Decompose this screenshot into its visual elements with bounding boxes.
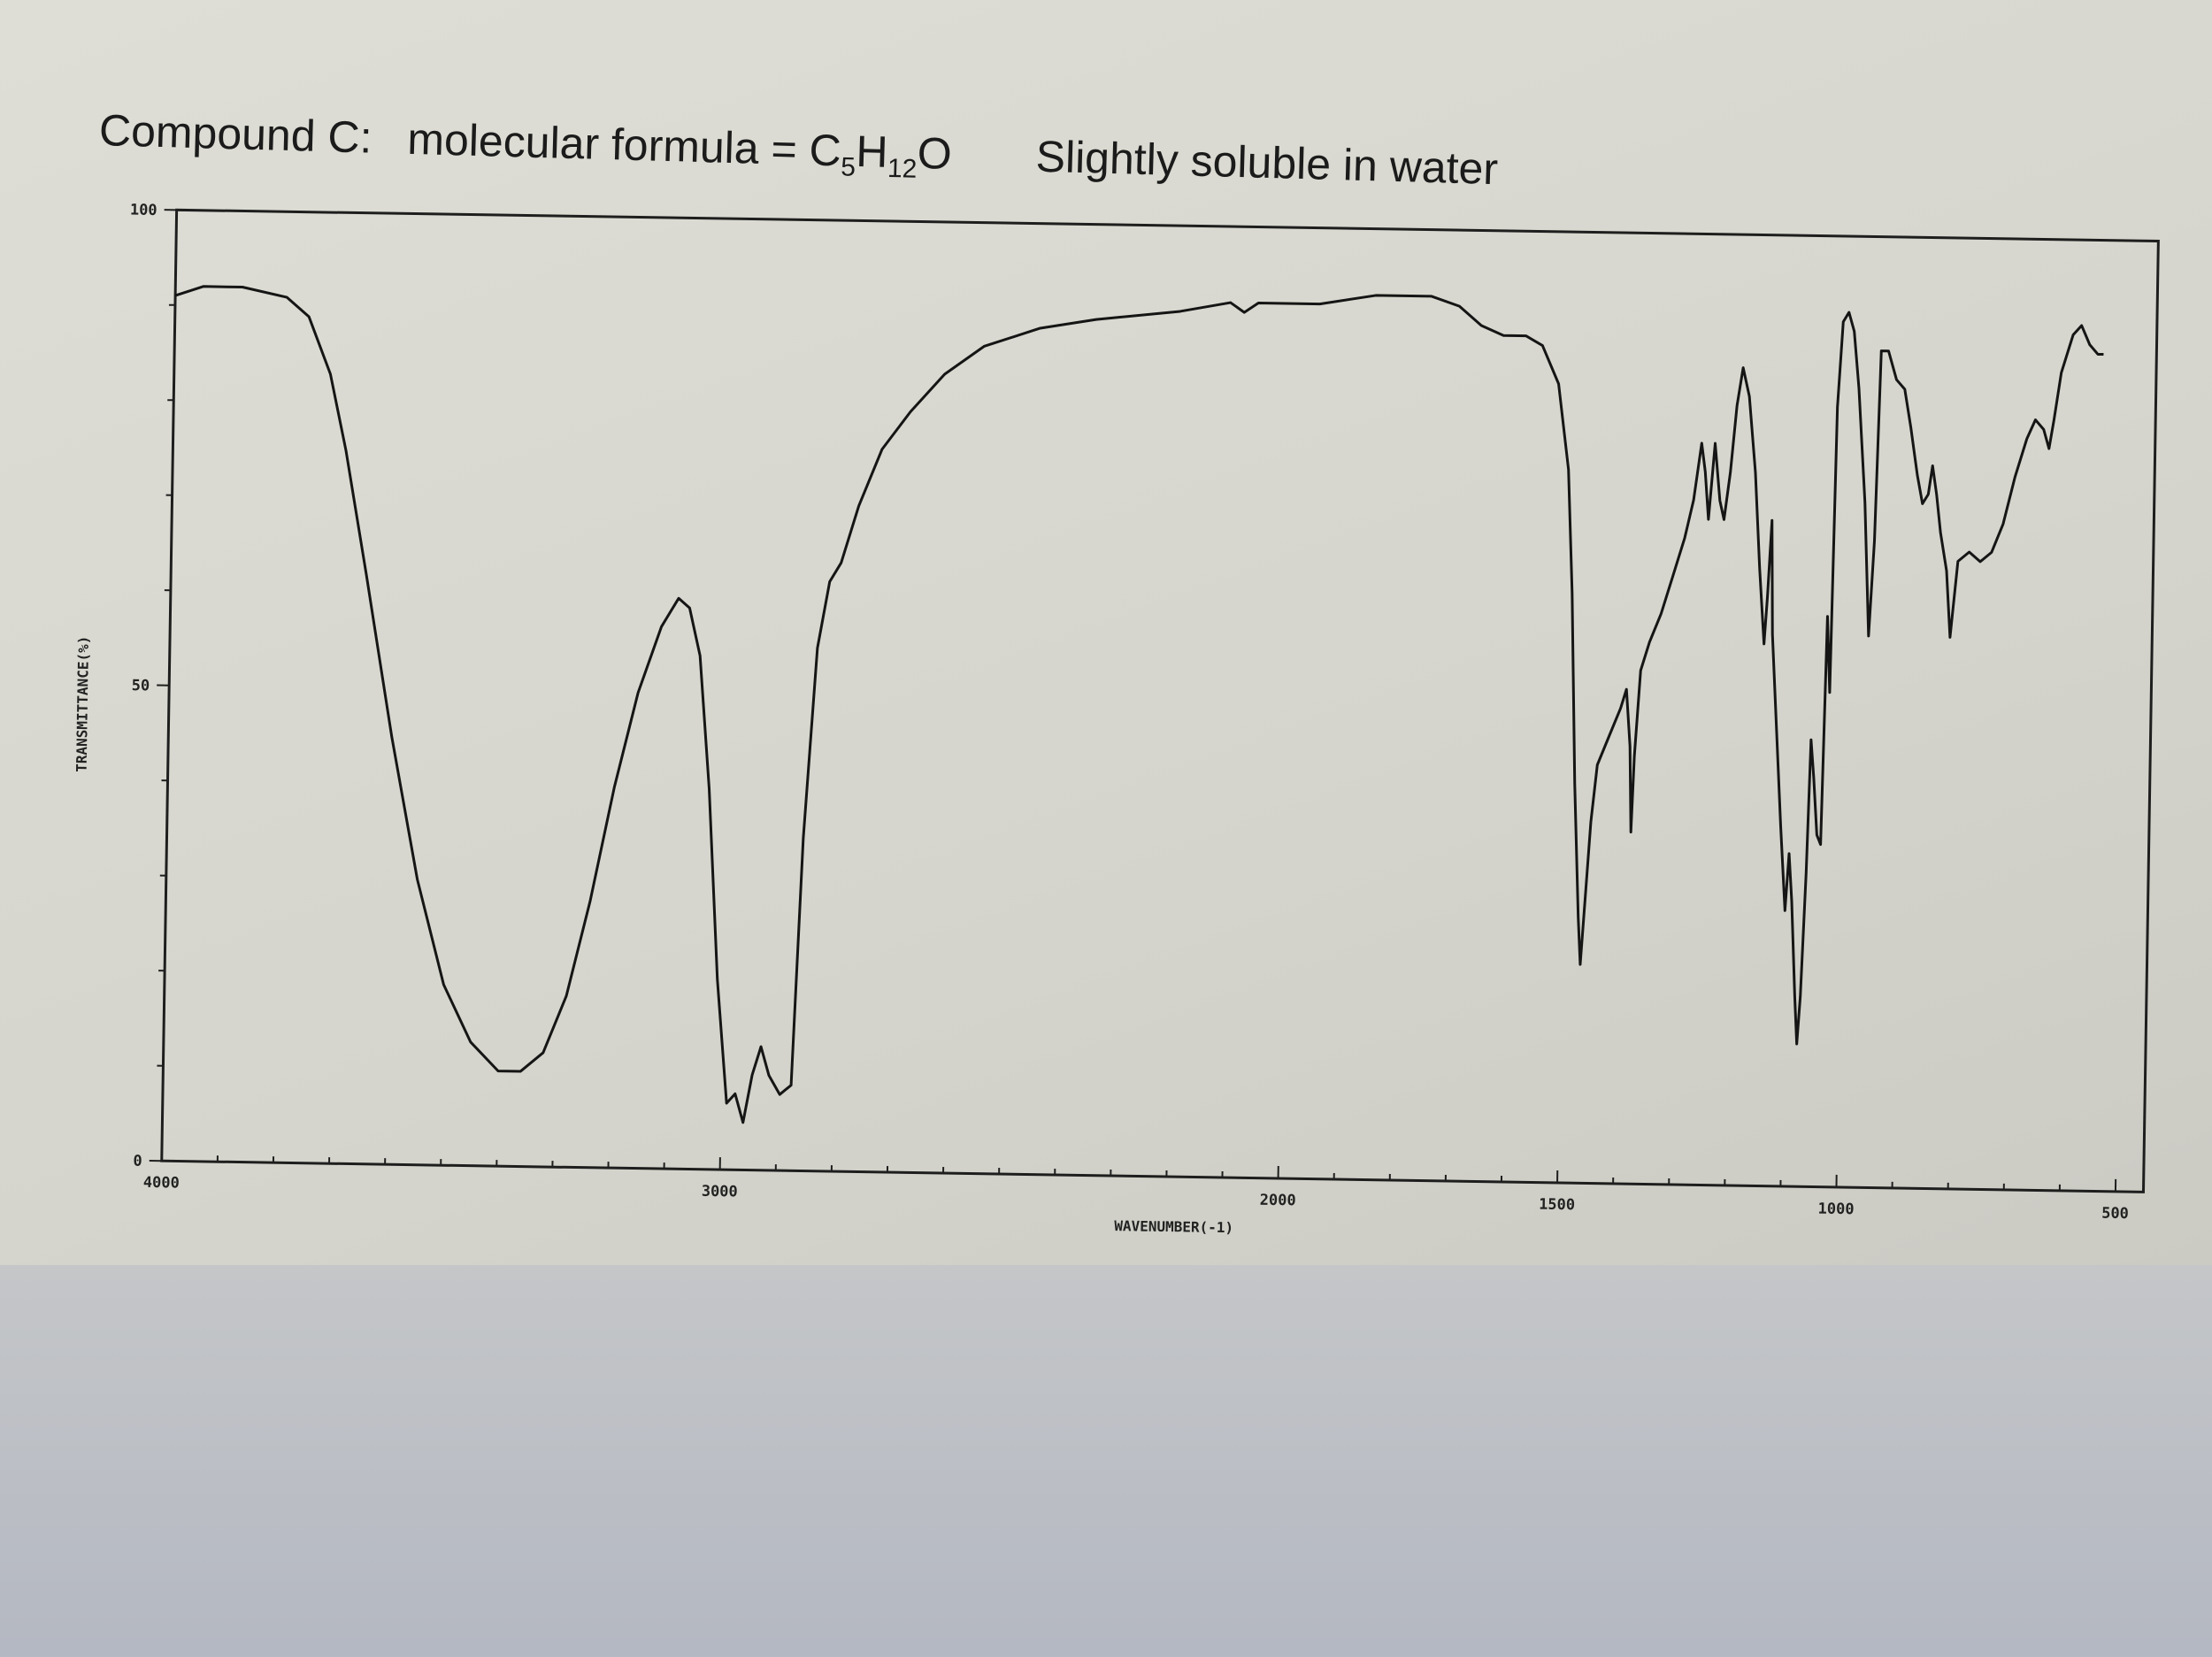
y-tick-label: 50	[132, 677, 150, 694]
x-tick-label: 3000	[702, 1183, 738, 1201]
plot-frame	[160, 208, 2160, 1193]
paper-sheet	[0, 0, 2212, 1265]
x-tick-label: 4000	[143, 1174, 180, 1193]
spectrum-series-line	[174, 285, 2104, 1124]
x-axis: 4000 3000 2000 1500 1000 500	[143, 1148, 2129, 1223]
background-surface	[0, 1265, 2212, 1657]
x-tick-label: 1500	[1539, 1196, 1575, 1215]
x-tick-label: 500	[2101, 1205, 2129, 1223]
y-tick-label: 0	[133, 1153, 142, 1170]
x-axis-title: WAVENUMBER(-1)	[1114, 1217, 1233, 1236]
y-tick-label: 100	[130, 201, 157, 219]
x-tick-label: 2000	[1260, 1192, 1296, 1210]
y-axis: 0 50 100	[130, 201, 177, 1170]
x-tick-label: 1000	[1817, 1201, 1854, 1219]
y-axis-title: TRANSMITTANCE(%)	[73, 636, 92, 772]
